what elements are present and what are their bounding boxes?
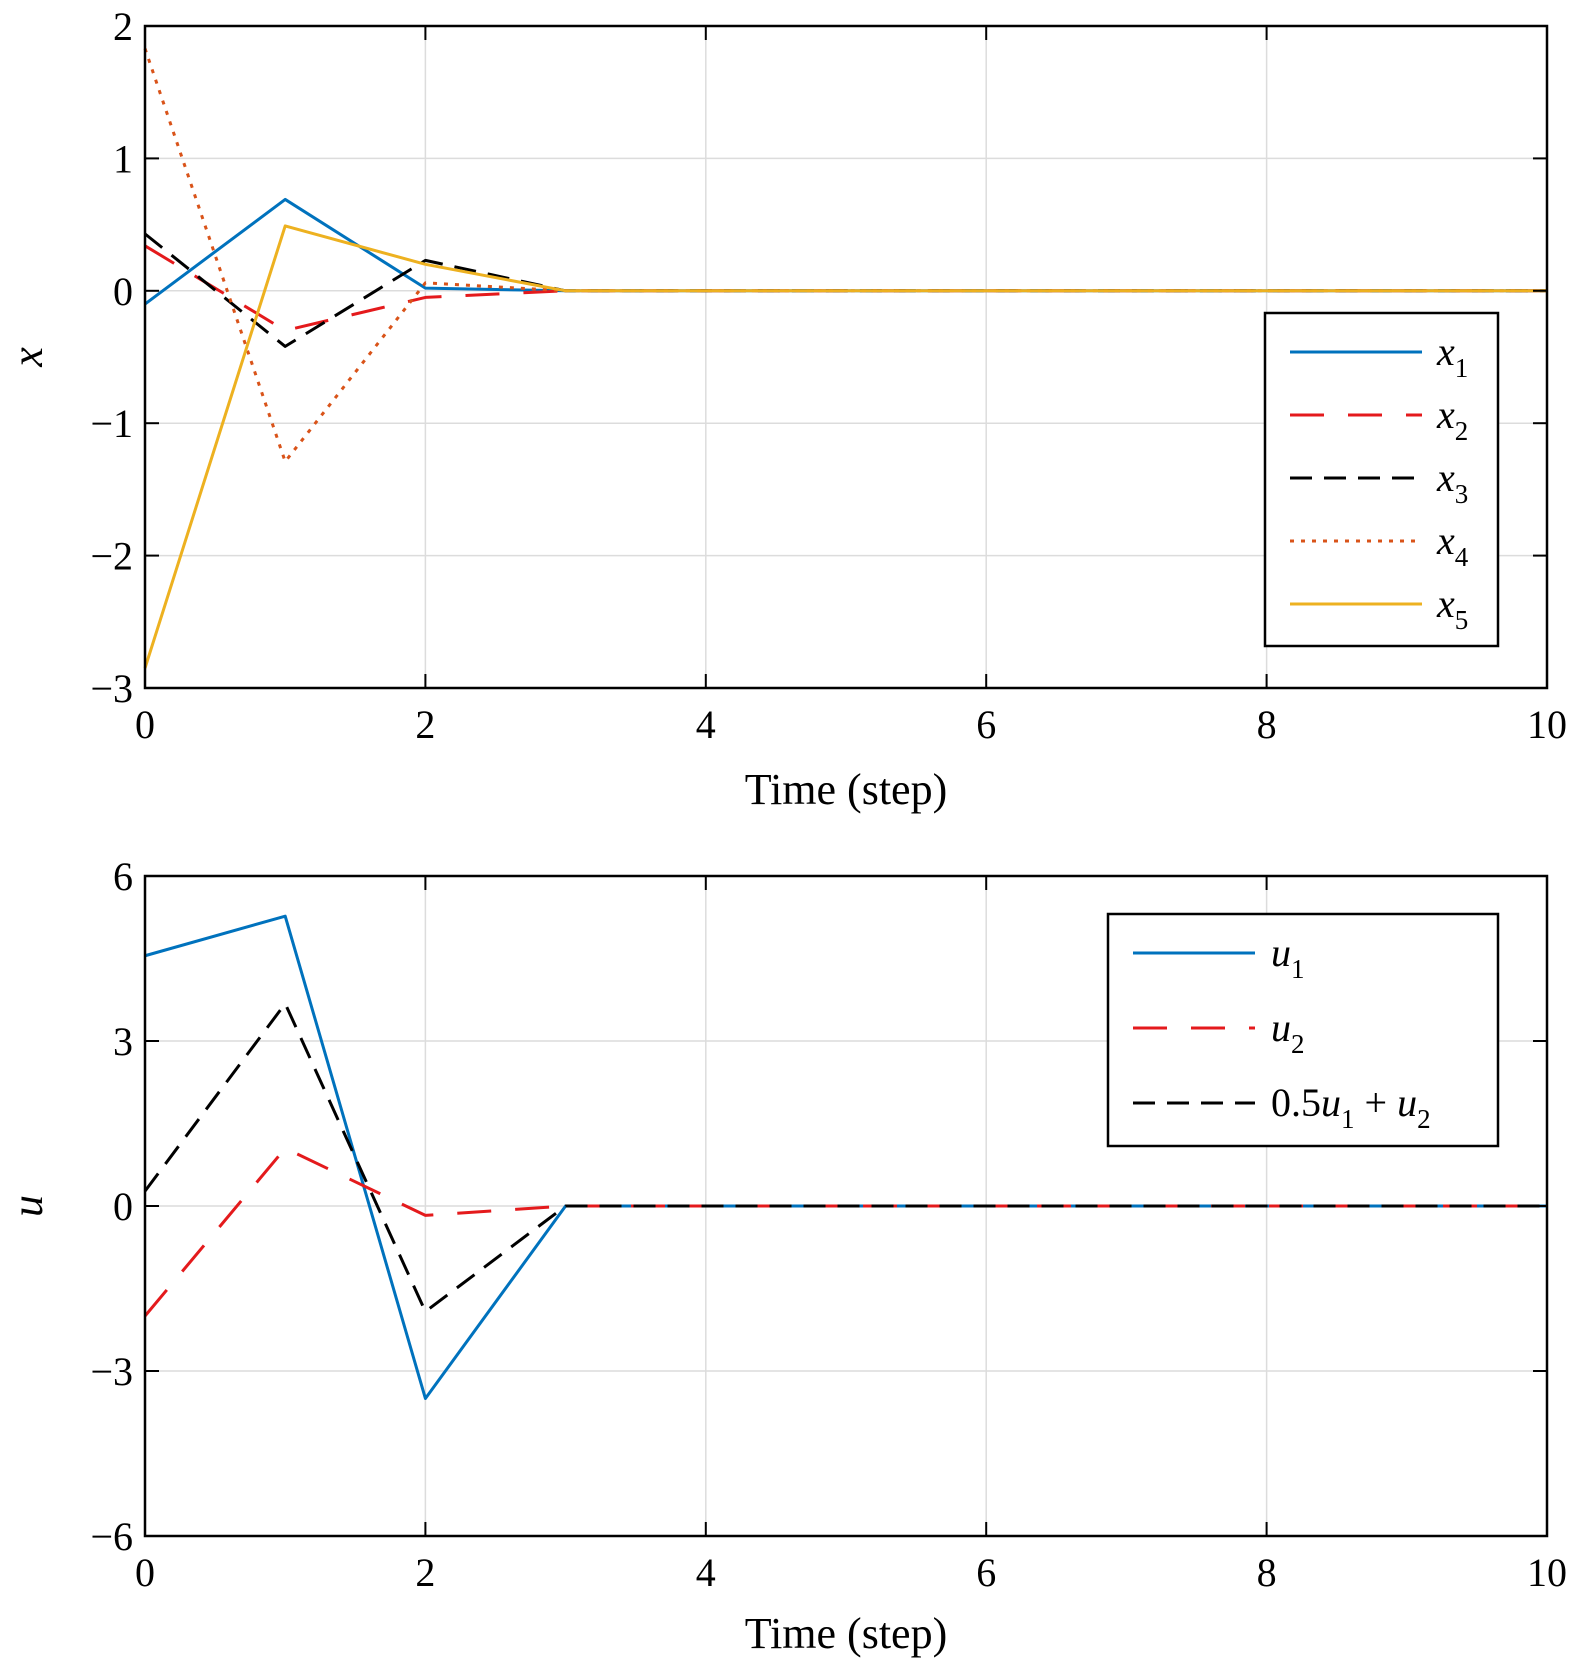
x-tick-label: 8 [1257, 1550, 1277, 1595]
legend-label-4: x4 [1436, 518, 1469, 572]
legend: u1 u2 0.5u1 + u2 [1106, 912, 1500, 1148]
y-tick-label: 6 [113, 854, 133, 899]
x-tick-label: 0 [135, 1550, 155, 1595]
y-axis-label: x [3, 347, 52, 368]
legend-label-3: 0.5u1 + u2 [1271, 1080, 1431, 1134]
x-tick-label: 0 [135, 702, 155, 747]
legend-label-1: x1 [1436, 329, 1468, 383]
x-tick-label: 2 [415, 702, 435, 747]
legend-label-2: u2 [1271, 1005, 1305, 1059]
x-tick-label: 6 [976, 1550, 996, 1595]
legend-label-1: u1 [1271, 930, 1305, 984]
legend: x1 x2 x3 x4 x5 [1263, 311, 1500, 648]
y-tick-label: −3 [90, 1349, 133, 1394]
x-axis-label: Time (step) [745, 1609, 948, 1658]
legend-label-2: x2 [1436, 392, 1468, 446]
y-tick-label: 1 [113, 136, 133, 181]
x-tick-label: 4 [696, 1550, 716, 1595]
axes-box [143, 24, 1549, 690]
y-tick-label: −6 [90, 1514, 133, 1559]
state-plot: 0 2 4 6 8 10 −3 −2 −1 0 1 2 Time (step) x x1 x2 x3 x4 x5 [3, 4, 1567, 814]
series-line-5 [143, 224, 1547, 669]
legend-label-3: x3 [1436, 455, 1468, 509]
y-tick-label: 0 [113, 269, 133, 314]
y-tick-label: −2 [90, 534, 133, 579]
series-line-2 [143, 1146, 1547, 1317]
x-axis-label: Time (step) [745, 765, 948, 814]
x-tick-label: 6 [976, 702, 996, 747]
y-tick-label: 2 [113, 4, 133, 49]
x-tick-label: 10 [1527, 1550, 1567, 1595]
x-tick-label: 2 [415, 1550, 435, 1595]
y-tick-label: 0 [113, 1184, 133, 1229]
legend-label-5: x5 [1436, 581, 1468, 635]
y-axis-label: u [3, 1195, 52, 1217]
y-tick-label: −1 [90, 401, 133, 446]
x-tick-label: 10 [1527, 702, 1567, 747]
x-tick-label: 4 [696, 702, 716, 747]
y-tick-label: 3 [113, 1019, 133, 1064]
series-line-3 [143, 1002, 1547, 1314]
x-tick-label: 8 [1257, 702, 1277, 747]
y-tick-label: −3 [90, 666, 133, 711]
series-line-1 [144, 197, 1547, 306]
control-plot: 0 2 4 6 8 10 −6 −3 0 3 6 Time (step) u u1 u2 0.5u1 + u2 [3, 854, 1567, 1658]
